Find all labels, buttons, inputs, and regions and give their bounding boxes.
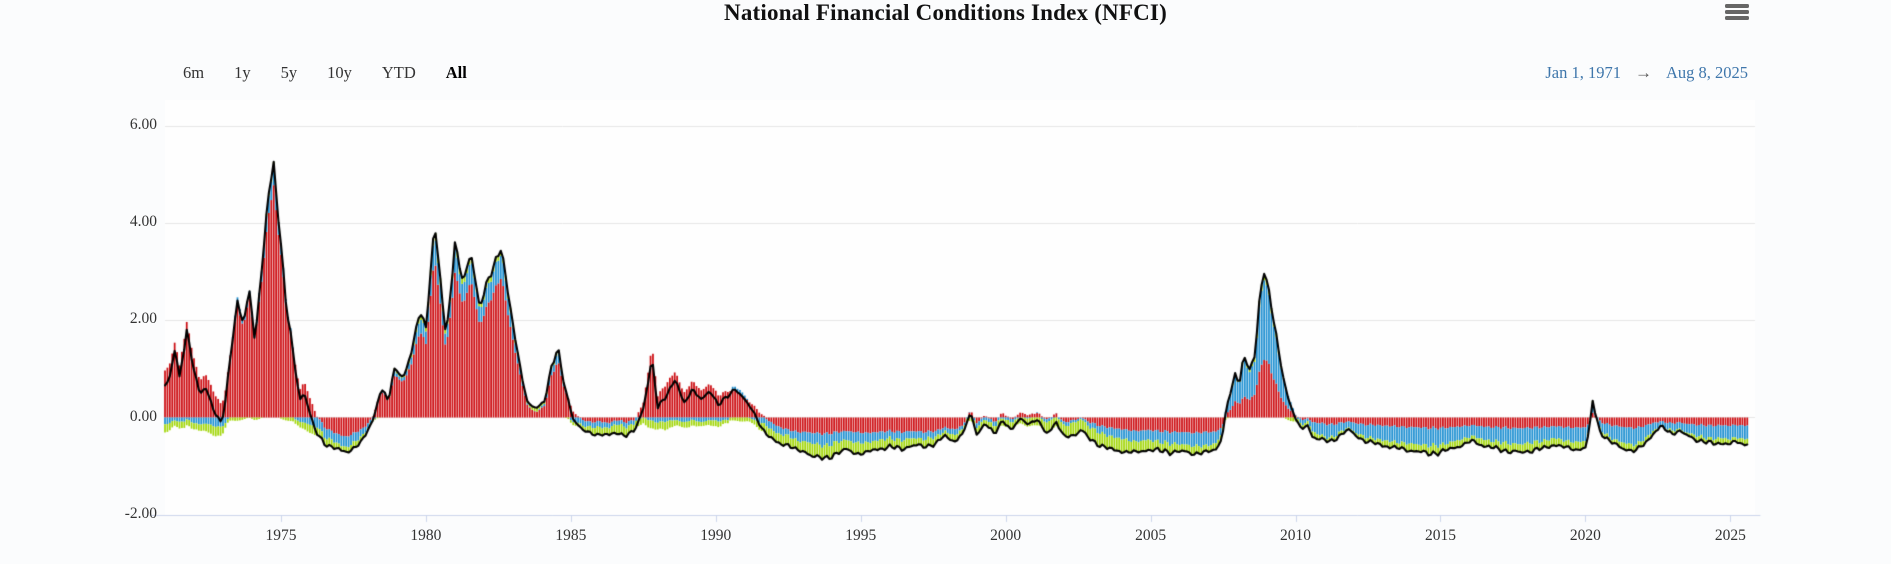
x-axis-label: 1985 xyxy=(555,527,587,544)
x-axis-label: 2015 xyxy=(1424,527,1456,544)
x-axis-label: 2025 xyxy=(1714,527,1746,544)
x-axis-label: 1975 xyxy=(265,527,297,544)
x-axis-label: 2005 xyxy=(1135,527,1167,544)
x-axis-label: 1995 xyxy=(845,527,877,544)
x-axis-label: 1980 xyxy=(410,527,442,544)
y-axis-label: 2.00 xyxy=(129,310,157,328)
x-axis-label: 2000 xyxy=(990,527,1022,544)
y-axis-label: 0.00 xyxy=(129,407,157,425)
x-axis-label: 2020 xyxy=(1569,527,1601,544)
y-axis-label: -2.00 xyxy=(124,504,157,522)
y-axis-label: 6.00 xyxy=(129,115,157,133)
y-axis-label: 4.00 xyxy=(129,212,157,230)
x-axis-label: 2010 xyxy=(1280,527,1312,544)
x-axis-label: 1990 xyxy=(700,527,732,544)
